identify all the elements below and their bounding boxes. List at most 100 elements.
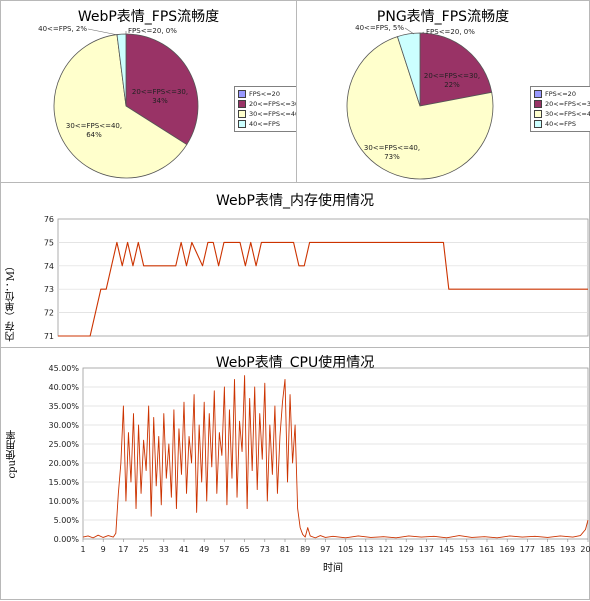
png-fps-legend-swatch-fps-20 <box>534 90 542 98</box>
webp-fps-legend-item-30-fps-40: 30<=FPS<=40 <box>238 109 299 119</box>
cpu-x-tick-label-1: 1 <box>80 545 85 554</box>
webp-fps-legend-item-fps-20: FPS<=20 <box>238 89 299 99</box>
cpu-x-axis-label: 时间 <box>323 563 343 574</box>
memory-series-line <box>58 241 588 337</box>
cpu-x-tick-label-25: 193 <box>560 545 575 554</box>
cpu-y-tick-label-6: 25.00% <box>48 440 79 449</box>
cpu-x-tick-label-13: 97 <box>320 545 330 554</box>
webp-fps-legend-swatch-fps-20 <box>238 90 246 98</box>
cpu-y-tick-label-1: 0.00% <box>54 535 80 544</box>
png-fps-chart-title: PNG表情_FPS流畅度 <box>376 9 510 25</box>
png-fps-data-label-30-fps-40-2: 73% <box>384 153 400 161</box>
cpu-x-tick-label-24: 185 <box>540 545 555 554</box>
cpu-y-axis-label: cpu使用率 <box>7 430 18 479</box>
memory-y-tick-label-5: 75 <box>44 238 54 247</box>
png-fps-legend-swatch-40-fps <box>534 120 542 128</box>
cpu-y-tick-label-7: 30.00% <box>48 421 79 430</box>
cpu-x-tick-label-8: 57 <box>219 545 229 554</box>
webp-fps-legend-item-20-fps-30: 20<=FPS<=30 <box>238 99 299 109</box>
png-fps-slice-40-fps <box>396 32 421 107</box>
png-fps-legend-label-20-fps-30: 20<=FPS<=30 <box>545 100 590 108</box>
memory-y-tick-label-3: 73 <box>44 285 54 294</box>
png-fps-data-label-30-fps-40-1: 30<=FPS<=40, <box>364 144 420 152</box>
webp-fps-slice-30-fps-40 <box>53 34 188 179</box>
png-fps-pie-plot: 20<=FPS<=30,22% 30<=FPS<=40,73% 40<=FPS, 5… <box>346 24 494 180</box>
cpu-x-tick-label-9: 65 <box>240 545 250 554</box>
memory-chart-title: WebP表情_内存使用情况 <box>216 193 374 209</box>
png-fps-leader-fps-20 <box>419 31 425 35</box>
webp-fps-chart-title: WebP表情_FPS流畅度 <box>77 9 220 25</box>
cpu-y-tick-label-9: 40.00% <box>48 383 79 392</box>
png-fps-data-label-fps-20: FPS<=20, 0% <box>426 28 475 36</box>
png-fps-leader-40-fps <box>404 27 415 35</box>
cpu-x-tick-label-2: 9 <box>101 545 106 554</box>
cpu-x-tick-label-18: 137 <box>419 545 434 554</box>
cpu-series-line <box>82 375 589 539</box>
cpu-y-tick-label-3: 10.00% <box>48 497 79 506</box>
webp-fps-legend-label-fps-20: FPS<=20 <box>249 90 280 98</box>
webp-fps-data-label-40-fps: 40<=FPS, 2% <box>38 25 87 33</box>
cpu-x-tick-label-6: 41 <box>179 545 189 554</box>
cpu-x-tick-label-12: 89 <box>300 545 310 554</box>
cpu-y-tick-label-4: 15.00% <box>48 478 79 487</box>
cpu-x-tick-label-7: 49 <box>199 545 209 554</box>
cpu-x-tick-label-3: 17 <box>118 545 128 554</box>
png-fps-legend-label-40-fps: 40<=FPS <box>545 120 576 128</box>
memory-y-tick-label-1: 71 <box>44 332 54 341</box>
cpu-x-tick-label-14: 105 <box>338 545 353 554</box>
png-fps-legend-swatch-30-fps-40 <box>534 110 542 118</box>
png-fps-legend-label-30-fps-40: 30<=FPS<=40 <box>545 110 590 118</box>
webp-fps-slice-20-fps-30 <box>125 33 199 146</box>
cpu-plot-frame <box>82 367 589 540</box>
cpu-x-tick-label-10: 73 <box>260 545 270 554</box>
png-fps-slice-20-fps-30 <box>419 32 493 107</box>
png-fps-data-label-20-fps-30-1: 20<=FPS<=30, <box>424 72 480 80</box>
cpu-chart-title: WebP表情_CPU使用情况 <box>215 355 375 371</box>
cpu-x-tick-label-21: 161 <box>479 545 494 554</box>
webp-fps-legend-item-40-fps: 40<=FPS <box>238 119 299 129</box>
webp-fps-data-label-fps-20: FPS<=20, 0% <box>128 27 177 35</box>
cpu-x-tick-label-4: 25 <box>139 545 149 554</box>
memory-y-tick-label-2: 72 <box>44 309 54 318</box>
cpu-y-tick-label-8: 35.00% <box>48 402 79 411</box>
webp-fps-data-label-30-fps-40-2: 64% <box>86 131 102 139</box>
png-fps-data-label-40-fps: 40<=FPS, 5% <box>355 24 404 32</box>
cpu-x-tick-label-19: 145 <box>439 545 454 554</box>
memory-y-tick-label-4: 74 <box>44 262 54 271</box>
cpu-x-tick-label-16: 121 <box>378 545 393 554</box>
cpu-plot-area: 0.00% 5.00% 10.00% 15.00% 20.00% 25.00% 30.00%… <box>48 364 590 554</box>
png-fps-pie-chart: PNG表情_FPS流畅度 20<=FPS<=30, 22% 30<=FPS<=40,… <box>296 0 590 183</box>
cpu-x-tick-label-11: 81 <box>280 545 290 554</box>
cpu-x-tick-label-5: 33 <box>159 545 169 554</box>
webp-fps-legend-label-30-fps-40: 30<=FPS<=40 <box>249 110 300 118</box>
webp-fps-leader-40-fps <box>87 28 119 36</box>
cpu-x-tick-label-15: 113 <box>358 545 373 554</box>
webp-fps-legend-label-20-fps-30: 20<=FPS<=30 <box>249 100 300 108</box>
webp-fps-legend: FPS<=20 20<=FPS<=30 30<=FPS<=40 40<=FPS <box>234 86 304 132</box>
cpu-y-tick-label-10: 45.00% <box>48 364 79 373</box>
webp-fps-pie-plot: 20<=FPS<=30,34% 30<=FPS<=40,64% 40<=FPS, 2… <box>38 25 199 179</box>
webp-fps-legend-swatch-20-fps-30 <box>238 100 246 108</box>
cpu-x-tick-label-22: 169 <box>500 545 515 554</box>
webp-fps-data-label-20-fps-30-1: 20<=FPS<=30, <box>132 88 188 96</box>
png-fps-legend-item-20-fps-30: 20<=FPS<=30 <box>534 99 590 109</box>
webp-fps-data-label-20-fps-30-2: 34% <box>152 97 168 105</box>
cpu-x-tick-label-17: 129 <box>399 545 414 554</box>
png-fps-legend-item-fps-20: FPS<=20 <box>534 89 590 99</box>
png-fps-legend: FPS<=20 20<=FPS<=30 30<=FPS<=40 40<=FPS <box>530 86 590 132</box>
webp-cpu-line-chart: WebP表情_CPU使用情况 0.00% 5.00% 10.00% 15.00% 20.… <box>0 347 590 600</box>
png-fps-slice-30-fps-40 <box>346 36 494 180</box>
webp-fps-legend-swatch-40-fps <box>238 120 246 128</box>
cpu-x-tick-label-20: 153 <box>459 545 474 554</box>
png-fps-legend-item-40-fps: 40<=FPS <box>534 119 590 129</box>
memory-plot-area: 71 72 73 74 75 76 <box>44 215 589 341</box>
webp-memory-line-chart: WebP表情_内存使用情况 71 72 73 74 75 76 内存（单位：M） <box>0 182 590 348</box>
cpu-x-tick-label-23: 177 <box>520 545 535 554</box>
cpu-x-tick-label-26: 201 <box>580 545 590 554</box>
cpu-y-tick-label-5: 20.00% <box>48 459 79 468</box>
webp-fps-legend-label-40-fps: 40<=FPS <box>249 120 280 128</box>
webp-fps-pie-chart: WebP表情_FPS流畅度 20<=FPS<=30, 34% 30<=FPS<=40… <box>0 0 304 183</box>
png-fps-legend-label-fps-20: FPS<=20 <box>545 90 576 98</box>
png-fps-data-label-20-fps-30-2: 22% <box>444 81 460 89</box>
png-fps-legend-swatch-20-fps-30 <box>534 100 542 108</box>
